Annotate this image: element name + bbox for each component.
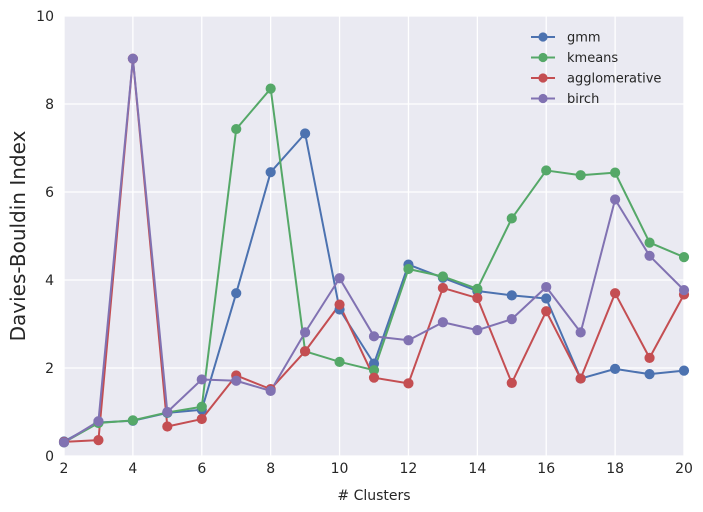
x-tick-label: 4 [128,461,137,477]
x-tick-label: 6 [197,461,206,477]
data-point [472,292,483,304]
data-point [575,170,586,181]
data-point [93,416,104,427]
data-point [610,288,621,299]
data-point [196,374,207,385]
y-tick-labels: 0 2 4 6 8 10 [36,9,54,465]
data-point [93,435,104,446]
y-tick-label: 8 [45,97,54,113]
x-tick-label: 12 [400,461,418,477]
x-tick-label: 8 [266,461,275,477]
data-point [678,365,690,376]
data-point [403,335,414,346]
data-point [541,293,552,304]
data-point [575,327,586,338]
y-axis-title: Davies-Bouldin Index [6,130,30,341]
x-tick-label: 18 [606,461,624,477]
legend-swatch-marker [538,73,548,83]
legend-swatch-marker [538,93,548,104]
grid [63,15,685,457]
data-point [644,369,655,380]
data-point [610,363,621,374]
data-point [403,263,414,275]
data-point [334,273,345,284]
legend: gmm kmeans agglomerative birch [531,31,661,107]
data-point [300,346,311,357]
data-point [541,165,552,176]
data-point [265,83,276,94]
data-point [300,327,311,338]
y-tick-label: 4 [45,273,54,289]
data-point [334,356,345,367]
data-point [506,213,517,224]
x-tick-label: 14 [468,461,486,477]
legend-label: gmm [567,31,601,46]
x-tick-label: 20 [675,461,693,477]
y-tick-label: 10 [36,9,54,25]
data-point [231,288,242,299]
x-axis-title: # Clusters [337,488,410,504]
data-point [368,372,380,383]
data-point [403,378,414,389]
data-point [644,250,655,261]
data-point [575,373,586,384]
data-point [437,317,448,328]
data-point [644,237,655,248]
data-point [506,314,517,325]
data-point [127,53,138,64]
data-point [610,194,621,205]
y-tick-label: 2 [45,361,54,377]
data-point [678,252,690,263]
data-point [541,306,552,317]
data-point [58,437,70,448]
legend-item-birch: birch [531,92,599,107]
series-points [58,53,690,448]
legend-item-gmm: gmm [531,31,601,46]
legend-label: birch [567,92,599,107]
data-point [162,406,173,418]
data-point [472,283,483,294]
x-tick-labels: 2 4 6 8 10 12 14 16 18 20 [60,461,693,477]
data-point [506,290,517,301]
data-point [127,415,138,426]
x-tick-label: 2 [60,461,69,477]
data-point [334,299,345,310]
data-point [300,128,311,139]
data-point [231,375,242,386]
y-tick-label: 6 [45,185,54,201]
data-point [437,271,448,282]
data-point [644,352,655,363]
series-points-birch [58,53,690,448]
data-point [368,331,380,342]
legend-item-kmeans: kmeans [531,51,618,66]
x-tick-label: 16 [537,461,555,477]
y-tick-label: 0 [45,449,54,465]
data-point [610,167,621,178]
legend-item-agglomerative: agglomerative [531,72,661,87]
data-point [437,282,448,294]
legend-label: kmeans [567,51,618,66]
data-point [506,377,517,389]
legend-swatch-marker [538,32,548,42]
data-point [265,385,276,396]
x-tick-label: 10 [331,461,349,477]
data-point [196,401,207,412]
data-point [472,325,483,336]
legend-label: agglomerative [567,72,661,87]
data-point [541,281,552,293]
data-point [265,167,276,178]
data-point [162,421,173,432]
legend-swatch-marker [538,52,548,63]
data-point [196,413,207,425]
data-point [231,123,242,135]
data-point [678,285,690,296]
